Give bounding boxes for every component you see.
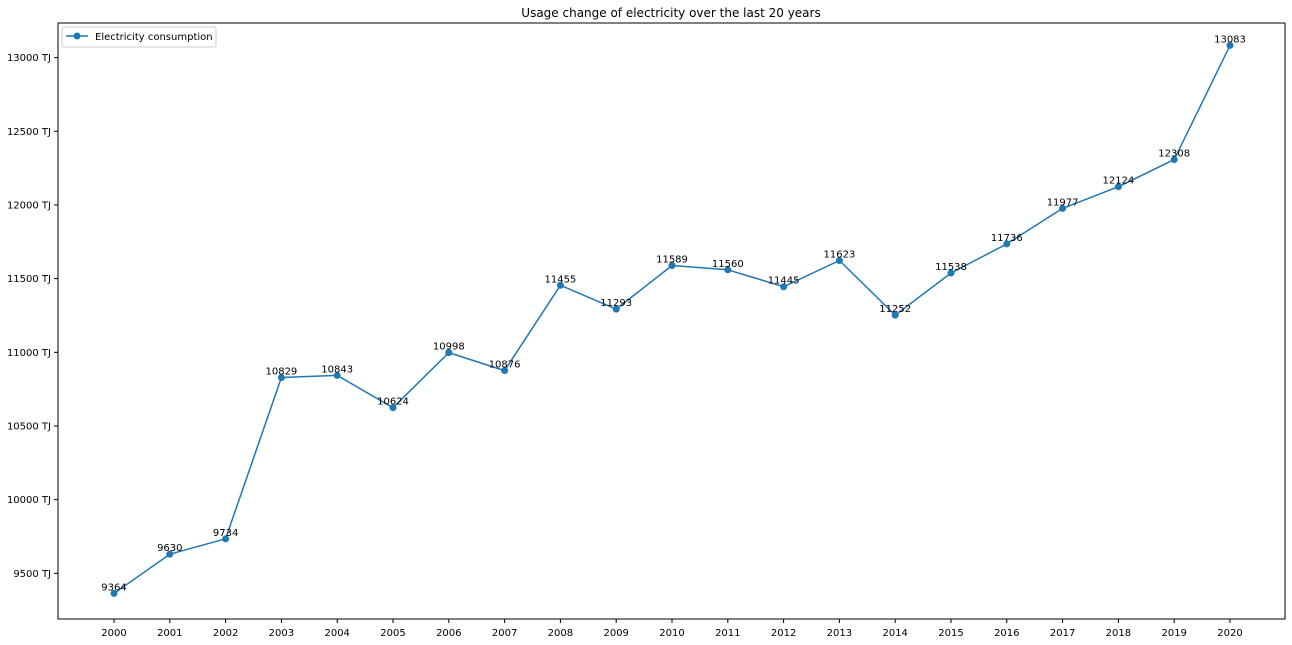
data-label: 10843 [321,364,353,375]
x-tick-label: 2012 [771,628,796,639]
data-point [445,349,453,357]
x-tick-label: 2008 [548,628,573,639]
y-tick-label: 10500 TJ [7,421,51,432]
data-label: 11455 [544,274,576,285]
data-point [1226,41,1234,49]
data-label: 11538 [935,262,967,273]
legend-marker-icon [73,32,81,40]
data-label: 12124 [1102,176,1134,187]
x-tick-label: 2013 [827,628,852,639]
x-tick-label: 2016 [994,628,1019,639]
data-label: 12308 [1158,149,1190,160]
x-tick-label: 2015 [938,628,963,639]
chart-title: Usage change of electricity over the las… [521,6,820,20]
legend-label: Electricity consumption [95,32,213,43]
data-point [724,266,732,274]
x-tick-label: 2000 [101,628,126,639]
x-tick-label: 2007 [492,628,517,639]
data-point [222,535,230,543]
data-label: 11589 [656,255,688,266]
data-label: 9630 [157,543,182,554]
x-tick-label: 2011 [715,628,740,639]
y-tick-label: 12000 TJ [7,200,51,211]
data-label: 10829 [265,367,297,378]
data-point [389,404,397,412]
data-point [780,283,788,291]
data-label: 10876 [489,360,521,371]
axes-frame [57,22,1286,620]
data-label: 10624 [377,397,409,408]
y-tick-label: 10000 TJ [7,495,51,506]
x-tick-label: 2019 [1161,628,1186,639]
y-tick-label: 11000 TJ [7,348,51,359]
data-label: 11560 [712,259,744,270]
x-tick-label: 2003 [269,628,294,639]
data-point [556,281,564,289]
data-label: 11623 [823,250,855,261]
x-tick-label: 2017 [1050,628,1075,639]
x-tick-label: 2004 [324,628,349,639]
x-tick-label: 2002 [213,628,238,639]
data-point [835,257,843,265]
data-point [110,589,118,597]
data-label: 13083 [1214,34,1246,45]
data-point [333,371,341,379]
data-point [1059,204,1067,212]
x-tick-label: 2014 [882,628,907,639]
data-point [277,374,285,382]
data-point [1170,156,1178,164]
data-point [612,305,620,313]
y-tick-label: 11500 TJ [7,274,51,285]
x-tick-label: 2006 [436,628,461,639]
y-tick-label: 13000 TJ [7,53,51,64]
data-point [501,367,509,375]
data-point [1114,183,1122,191]
y-tick-label: 9500 TJ [13,569,51,580]
legend: Electricity consumption [61,26,217,48]
data-label: 9734 [213,528,238,539]
data-label: 11736 [991,233,1023,244]
data-point [166,550,174,558]
x-tick-label: 2005 [380,628,405,639]
data-label: 11445 [768,276,800,287]
data-point [891,311,899,319]
x-tick-label: 2018 [1106,628,1131,639]
data-label: 10998 [433,342,465,353]
data-label: 11293 [600,298,632,309]
x-tick-label: 2009 [603,628,628,639]
data-point [1003,240,1011,248]
data-label: 11252 [879,304,911,315]
x-tick-label: 2010 [659,628,684,639]
data-point [947,269,955,277]
y-tick-label: 12500 TJ [7,127,51,138]
legend-box [61,26,217,48]
data-point [668,262,676,270]
data-label: 9364 [101,582,126,593]
x-tick-label: 2001 [157,628,182,639]
data-label: 11977 [1047,197,1079,208]
x-tick-label: 2020 [1217,628,1242,639]
plot-area: 9500 TJ 10000 TJ 10500 TJ 11000 TJ 11500 TJ 1… [7,34,1246,639]
